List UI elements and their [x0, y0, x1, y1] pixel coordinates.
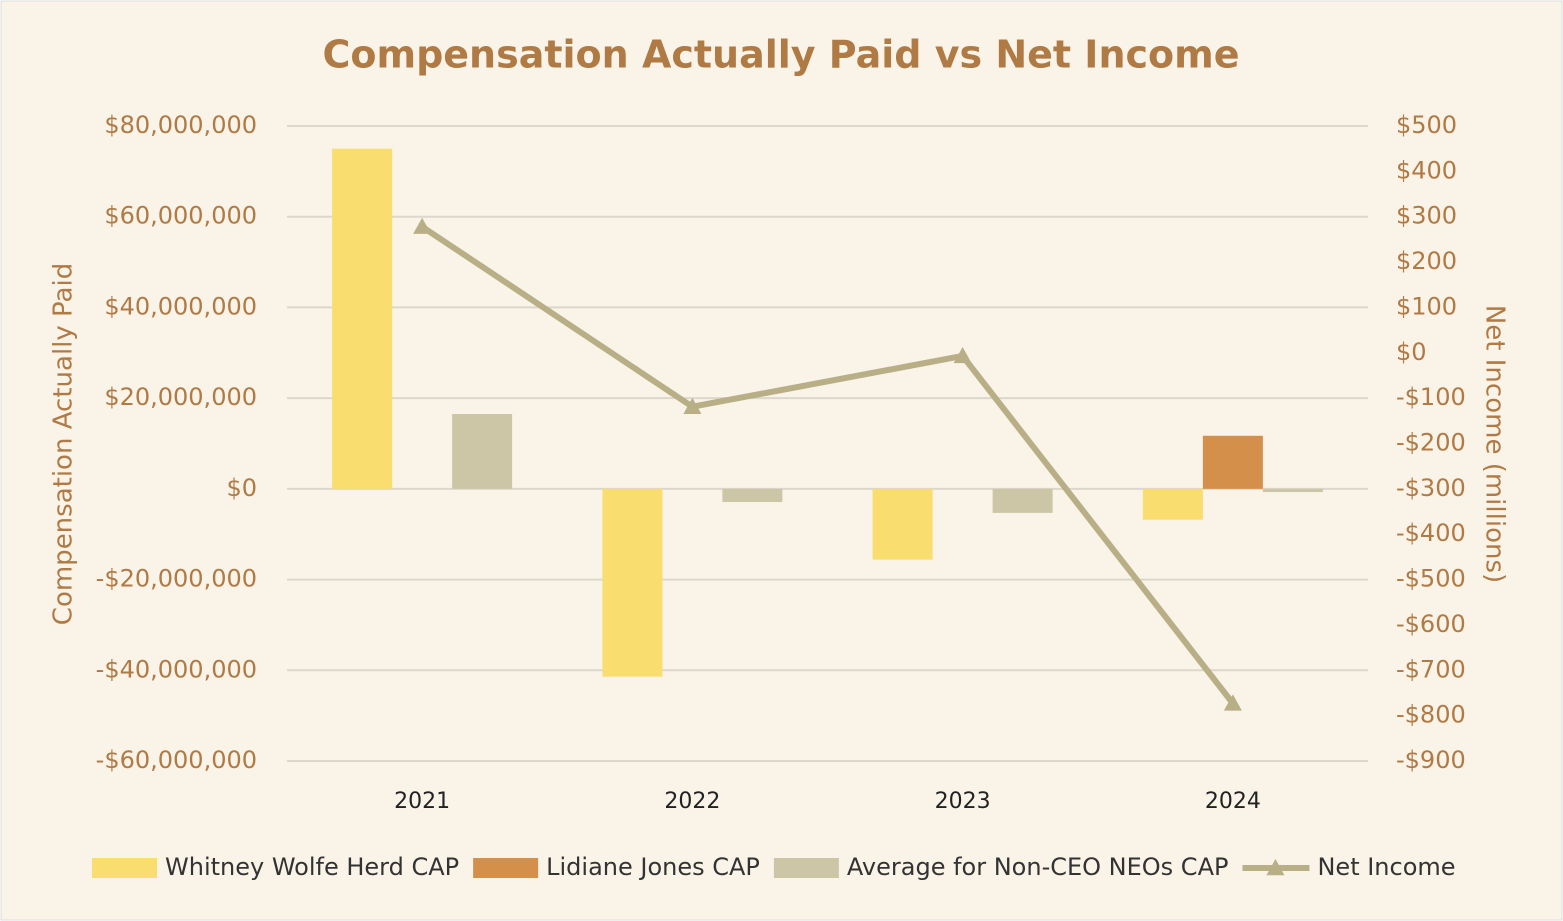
legend-swatch [92, 858, 157, 878]
bar [872, 488, 933, 560]
legend-marker [1266, 859, 1285, 876]
y2-tick-label: -$700 [1396, 655, 1466, 683]
y2-tick-label: $500 [1396, 111, 1457, 139]
y-tick-label: $20,000,000 [104, 383, 257, 411]
y-tick-label: $0 [226, 474, 257, 502]
y2-tick-label: -$400 [1396, 519, 1466, 547]
bar [722, 488, 783, 503]
y2-tick-label: -$100 [1396, 383, 1466, 411]
bar [602, 488, 663, 677]
y-tick-label: -$20,000,000 [96, 565, 257, 593]
y2-tick-label: $100 [1396, 292, 1457, 320]
line-series [420, 224, 1236, 706]
y2-tick-label: -$900 [1396, 746, 1466, 774]
chart-title: Compensation Actually Paid vs Net Income [322, 33, 1239, 77]
bar [1202, 435, 1263, 489]
line-marker [1223, 694, 1242, 711]
bar [992, 488, 1053, 513]
y2-tick-label: -$300 [1396, 474, 1466, 502]
y-axis-title: Compensation Actually Paid [49, 263, 79, 625]
bar [1142, 488, 1203, 520]
y-tick-label: -$60,000,000 [96, 746, 257, 774]
bar [1262, 488, 1323, 493]
y2-tick-label: -$500 [1396, 565, 1466, 593]
legend-swatch [773, 858, 839, 878]
bar [332, 148, 393, 489]
y2-tick-label: $300 [1396, 202, 1457, 230]
y2-tick-label: -$200 [1396, 429, 1466, 457]
x-tick-label: 2021 [394, 789, 450, 814]
line-marker [413, 217, 432, 234]
legend-label: Net Income [1317, 853, 1455, 881]
y2-tick-label: -$600 [1396, 610, 1466, 638]
bar [452, 414, 513, 489]
y-tick-label: -$40,000,000 [96, 655, 257, 683]
y2-tick-label: $200 [1396, 247, 1457, 275]
y2-tick-label: -$800 [1396, 701, 1466, 729]
x-tick-label: 2023 [935, 789, 991, 814]
legend-label: Lidiane Jones CAP [546, 853, 760, 881]
y-tick-label: $60,000,000 [104, 202, 257, 230]
y-tick-label: $40,000,000 [104, 292, 257, 320]
y-tick-label: $80,000,000 [104, 111, 257, 139]
y2-axis-title: Net Income (millions) [1480, 305, 1510, 583]
line-marker [683, 397, 702, 414]
x-tick-label: 2024 [1205, 789, 1261, 814]
legend-label: Average for Non-CEO NEOs CAP [847, 853, 1229, 881]
y2-tick-label: $400 [1396, 156, 1457, 184]
x-tick-label: 2022 [664, 789, 720, 814]
legend-swatch [473, 858, 539, 878]
line-marker [953, 346, 972, 364]
legend-label: Whitney Wolfe Herd CAP [165, 853, 459, 881]
y2-tick-label: $0 [1396, 338, 1427, 366]
